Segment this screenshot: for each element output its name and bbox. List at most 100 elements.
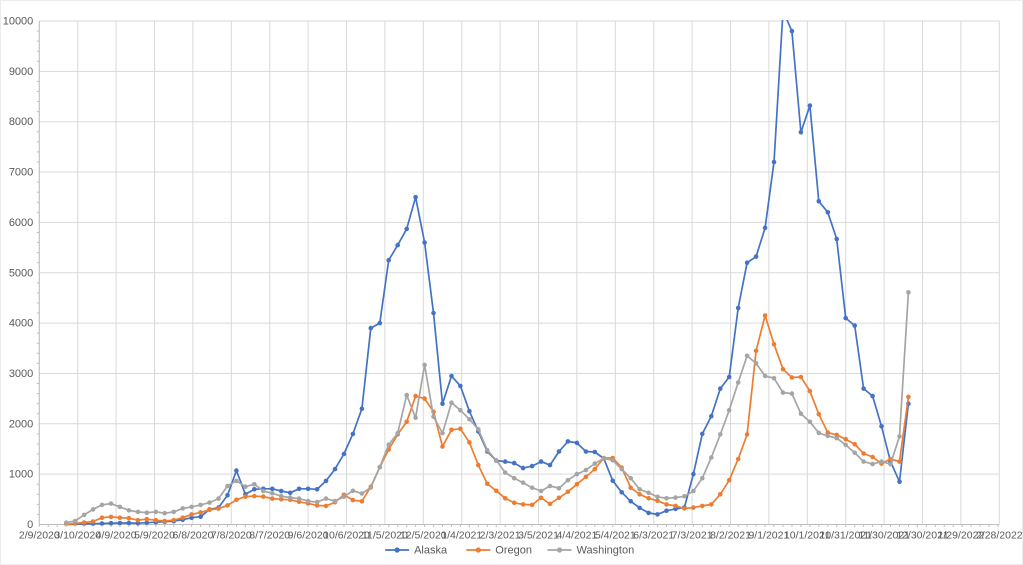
data-point: [198, 514, 203, 519]
data-point: [153, 509, 159, 515]
data-point: [547, 501, 553, 507]
data-point: [520, 502, 526, 507]
data-point: [270, 496, 275, 501]
data-point: [753, 254, 759, 259]
data-point: [314, 499, 320, 505]
data-point: [404, 419, 410, 425]
data-point: [225, 483, 230, 489]
data-point: [753, 361, 759, 366]
legend-item-alaska[interactable]: Alaska: [385, 545, 448, 557]
data-point: [189, 515, 194, 520]
data-point: [691, 488, 696, 494]
data-point: [520, 480, 526, 486]
data-point: [637, 487, 642, 492]
data-point: [628, 499, 633, 504]
data-point: [511, 475, 517, 481]
legend-item-oregon[interactable]: Oregon: [466, 545, 532, 557]
data-point: [395, 242, 401, 248]
data-point: [189, 512, 194, 517]
data-point: [359, 499, 365, 504]
data-point: [709, 502, 714, 507]
data-point: [90, 519, 96, 524]
data-point: [637, 505, 642, 511]
data-point: [171, 517, 176, 523]
y-axis-label: 0: [27, 519, 33, 531]
data-point: [99, 521, 105, 526]
data-point: [691, 505, 696, 510]
data-point: [117, 515, 123, 520]
data-point: [502, 496, 508, 501]
data-point: [520, 465, 526, 471]
data-point: [628, 485, 633, 491]
data-point: [646, 510, 651, 516]
data-point: [404, 392, 410, 398]
data-point: [726, 407, 732, 413]
data-point: [252, 493, 257, 499]
data-point: [144, 510, 150, 515]
data-point: [744, 432, 750, 437]
data-point: [108, 520, 114, 526]
y-axis-label: 6000: [9, 217, 33, 229]
data-point: [781, 9, 786, 14]
x-axis-label: 9/6/2020: [288, 530, 329, 542]
data-point: [99, 502, 105, 508]
data-point: [888, 461, 893, 467]
data-point: [323, 478, 329, 484]
data-point: [771, 159, 777, 165]
data-point: [180, 506, 185, 511]
data-point: [798, 130, 804, 135]
data-point: [386, 442, 392, 448]
data-point: [655, 498, 660, 504]
data-point: [449, 373, 454, 379]
data-point: [574, 471, 580, 477]
data-point: [189, 504, 194, 510]
x-axis-label: 10/6/2020: [323, 530, 370, 542]
data-point: [440, 401, 445, 407]
y-axis-label: 5000: [9, 267, 33, 279]
data-point: [592, 449, 598, 455]
data-point: [422, 240, 427, 245]
data-point: [440, 430, 445, 436]
legend-item-washington[interactable]: Washington: [547, 545, 635, 557]
x-axis-label: 4/9/2020: [96, 530, 137, 542]
data-point: [610, 478, 615, 484]
data-point: [556, 495, 562, 501]
data-point: [726, 477, 732, 483]
data-point: [691, 471, 696, 477]
x-axis-label: 10/1/2021: [784, 530, 831, 542]
x-axis-label: 6/3/2021: [633, 530, 674, 542]
data-point: [431, 414, 436, 420]
data-point: [744, 260, 750, 266]
series-oregon[interactable]: [63, 313, 911, 527]
data-point: [861, 459, 866, 464]
data-point: [117, 504, 123, 510]
data-point: [162, 510, 167, 516]
x-axis-label: 2/9/2020: [19, 530, 60, 542]
x-axis-label: 5/4/2021: [595, 530, 636, 542]
data-point: [234, 478, 239, 484]
data-point: [341, 494, 347, 500]
data-point: [879, 459, 884, 464]
data-point: [350, 488, 356, 494]
x-axis-label: 11/5/2020: [362, 530, 408, 542]
data-point: [144, 516, 150, 522]
y-axis-label: 2000: [9, 418, 33, 430]
data-point: [368, 325, 374, 331]
x-axis-label: 12/30/2021: [896, 530, 949, 542]
data-point: [431, 310, 436, 316]
data-point: [449, 400, 454, 406]
data-point: [476, 427, 481, 432]
data-point: [270, 486, 275, 492]
data-point: [789, 375, 795, 380]
data-point: [538, 488, 544, 494]
data-point: [243, 494, 248, 499]
data-point: [296, 499, 302, 505]
data-point: [270, 491, 275, 496]
data-point: [709, 413, 714, 419]
series-washington[interactable]: [63, 290, 911, 525]
x-axis-label: 6/8/2020: [172, 530, 213, 542]
data-point: [825, 433, 831, 439]
data-point: [700, 475, 705, 481]
